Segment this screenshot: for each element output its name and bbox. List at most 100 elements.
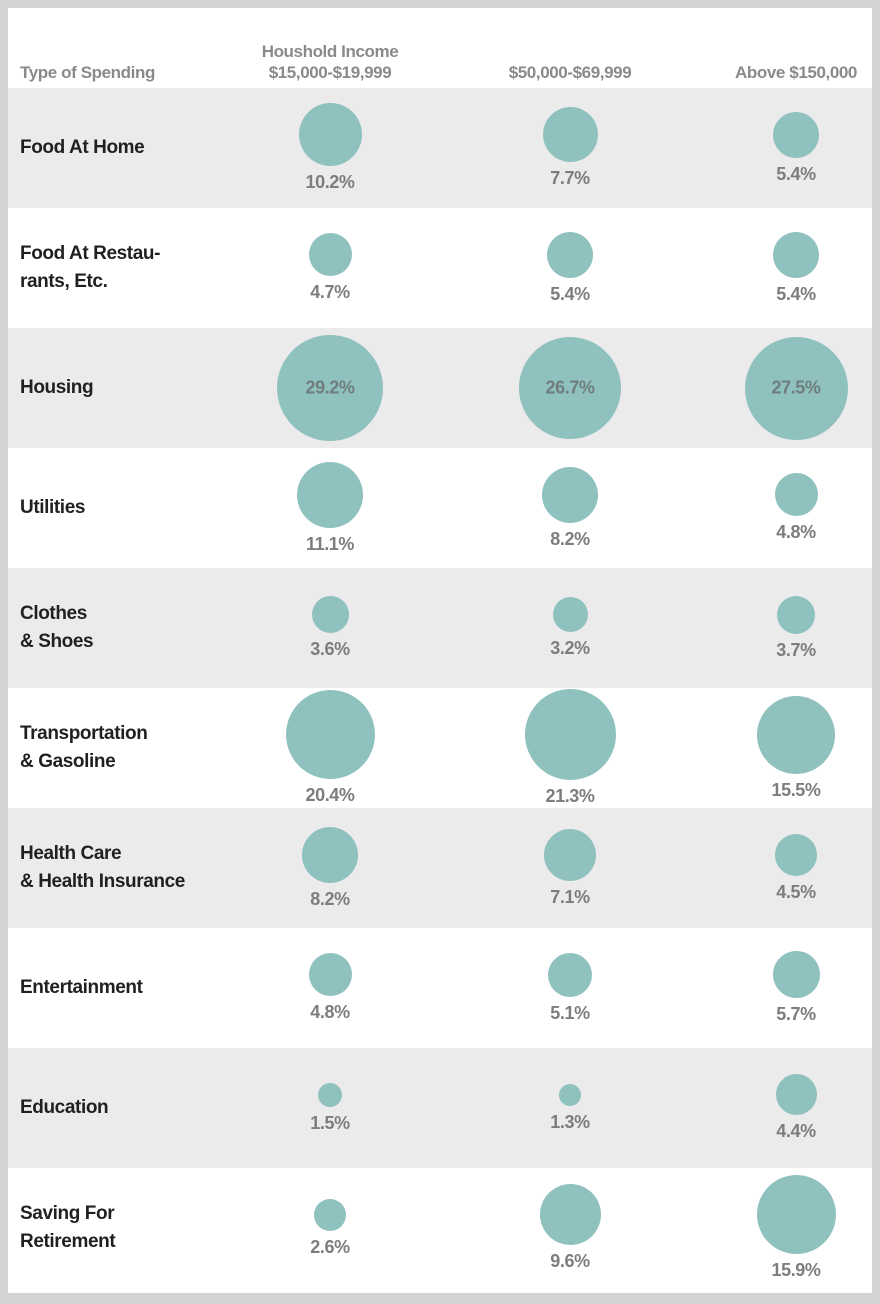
- pct-label: 26.7%: [545, 377, 595, 398]
- bubble-cell: 5.4%: [720, 208, 872, 328]
- pct-label: 4.4%: [776, 1121, 816, 1141]
- bubble-cell: 4.8%: [720, 448, 872, 568]
- pct-label: 8.2%: [550, 528, 590, 549]
- bubble: [539, 1184, 601, 1245]
- bubble: [524, 689, 616, 780]
- bubble: [544, 828, 596, 881]
- pct-label: 5.4%: [776, 163, 816, 184]
- bubble: [559, 1083, 581, 1106]
- column-header-income-line2: $15,000-$19,999: [268, 62, 392, 82]
- bubble-cell: 1.5%: [240, 1048, 420, 1168]
- bubble-cell: 26.7%: [420, 328, 720, 448]
- bubble: [757, 695, 835, 774]
- row-label: Saving For Retirement: [20, 1203, 116, 1252]
- pct-label: 15.5%: [771, 779, 821, 800]
- pct-label: 3.7%: [776, 639, 816, 660]
- row-label: Transportation & Gasoline: [20, 723, 148, 772]
- row-label: Clothes & Shoes: [20, 603, 94, 652]
- bubble-cell: 1.3%: [420, 1048, 720, 1168]
- pct-label: 15.9%: [771, 1260, 821, 1280]
- column-header-income-above-150k: Above $150,000: [735, 62, 857, 82]
- column-header-income-15k-19k: Houshold Income $15,000-$19,999: [240, 42, 420, 88]
- bubble: [777, 595, 815, 634]
- bubble: [552, 597, 588, 632]
- bubble: [314, 1198, 346, 1231]
- table-header: Type of Spending Houshold Income $15,000…: [8, 8, 872, 88]
- pct-label: 10.2%: [305, 172, 355, 192]
- bubble-cell: 5.7%: [720, 928, 872, 1048]
- pct-label: 20.4%: [305, 785, 355, 805]
- bubble: [773, 111, 819, 158]
- bubble-cell: 4.8%: [240, 928, 420, 1048]
- row-label: Health Care & Health Insurance: [20, 843, 185, 892]
- bubble: [542, 466, 598, 523]
- bubble-cell: 4.5%: [720, 808, 872, 928]
- bubble-cell: 3.6%: [240, 568, 420, 688]
- bubble-cell: 27.5%: [720, 328, 872, 448]
- pct-label: 7.7%: [550, 168, 590, 188]
- bubble: [285, 690, 375, 779]
- bubble-cell: 4.4%: [720, 1048, 872, 1168]
- bubble-cell: 7.7%: [420, 88, 720, 208]
- pct-label: 2.6%: [310, 1236, 350, 1257]
- table-row: Saving For Retirement 2.6% 9.6% 15.9%: [8, 1168, 872, 1288]
- column-header-income-50k-69k: $50,000-$69,999: [508, 62, 632, 82]
- bubble-cell: 20.4%: [240, 688, 420, 808]
- row-label: Food At Home: [20, 137, 145, 159]
- pct-label: 7.1%: [550, 886, 590, 907]
- table-row: Clothes & Shoes 3.6% 3.2% 3.7%: [8, 568, 872, 688]
- column-header-type-of-spending: Type of Spending: [20, 62, 155, 82]
- bubble-cell: 5.4%: [720, 88, 872, 208]
- bubble: [277, 335, 383, 441]
- bubble: [774, 473, 818, 516]
- pct-label: 3.6%: [310, 639, 350, 659]
- table-row: Food At Restau- rants, Etc. 4.7% 5.4% 5.4%: [8, 208, 872, 328]
- bubble-cell: 11.1%: [240, 448, 420, 568]
- table-row: Health Care & Health Insurance 8.2% 7.1% 4.…: [8, 808, 872, 928]
- table-body: Food At Home 10.2% 7.7% 5.4% Food At Restau-…: [8, 88, 872, 1288]
- row-label: Entertainment: [20, 977, 143, 999]
- table-row: Food At Home 10.2% 7.7% 5.4%: [8, 88, 872, 208]
- table-row: Housing 29.2% 26.7% 27.5%: [8, 328, 872, 448]
- bubble-cell: 10.2%: [240, 88, 420, 208]
- bubble: [542, 107, 598, 162]
- bubble-cell: 2.6%: [240, 1168, 420, 1288]
- bubble: [756, 1175, 836, 1254]
- pct-label: 4.5%: [776, 881, 816, 902]
- bubble: [308, 953, 352, 996]
- pct-label: 5.7%: [776, 1004, 816, 1024]
- table-row: Transportation & Gasoline 20.4% 21.3% 15.5%: [8, 688, 872, 808]
- bubble-cell: 5.4%: [420, 208, 720, 328]
- bubble: [548, 952, 592, 997]
- bubble: [297, 461, 363, 528]
- bubble: [547, 231, 593, 278]
- bubble-cell: 5.1%: [420, 928, 720, 1048]
- table-row: Entertainment 4.8% 5.1% 5.7%: [8, 928, 872, 1048]
- bubble: [519, 337, 621, 439]
- bubble: [302, 826, 358, 883]
- bubble: [318, 1082, 342, 1107]
- column-header-income-line1: Houshold Income: [261, 42, 399, 62]
- bubble: [311, 596, 349, 633]
- pct-label: 5.4%: [550, 283, 590, 304]
- spending-bubble-table: Type of Spending Houshold Income $15,000…: [8, 8, 872, 1293]
- bubble-cell: 3.7%: [720, 568, 872, 688]
- bubble-cell: 15.9%: [720, 1168, 872, 1288]
- pct-label: 1.5%: [310, 1112, 350, 1133]
- bubble-cell: 29.2%: [240, 328, 420, 448]
- bubble: [773, 231, 819, 278]
- pct-label: 21.3%: [545, 786, 595, 806]
- bubble-cell: 15.5%: [720, 688, 872, 808]
- pct-label: 9.6%: [550, 1251, 590, 1271]
- pct-label: 1.3%: [550, 1111, 590, 1132]
- bubble: [744, 336, 848, 440]
- table-row: Utilities 11.1% 8.2% 4.8%: [8, 448, 872, 568]
- bubble: [772, 951, 820, 998]
- pct-label: 4.7%: [310, 282, 350, 302]
- bubble-cell: 9.6%: [420, 1168, 720, 1288]
- pct-label: 27.5%: [771, 377, 821, 398]
- bubble-cell: 21.3%: [420, 688, 720, 808]
- row-label: Food At Restau- rants, Etc.: [20, 243, 161, 292]
- pct-label: 4.8%: [310, 1002, 350, 1022]
- pct-label: 11.1%: [305, 533, 355, 554]
